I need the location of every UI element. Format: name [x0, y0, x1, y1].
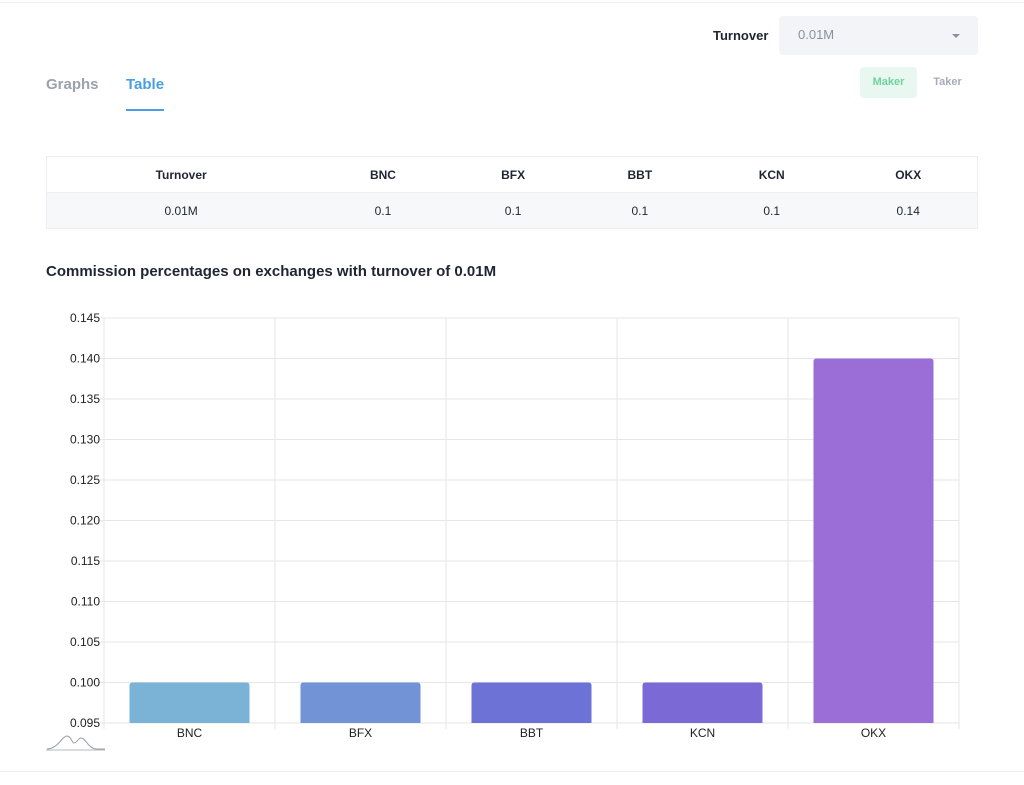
- x-tick-label: BNC: [177, 726, 203, 740]
- chevron-down-icon: [952, 34, 960, 38]
- table-cell-bbt: 0.1: [575, 192, 705, 229]
- column-header-bbt: BBT: [575, 156, 705, 193]
- tab-graphs[interactable]: Graphs: [46, 76, 99, 93]
- table-cell-turnover: 0.01M: [46, 192, 316, 229]
- turnover-select[interactable]: 0.01M: [779, 16, 978, 55]
- bar-kcn: [642, 682, 763, 723]
- column-header-bnc: BNC: [315, 156, 451, 193]
- column-header-okx: OKX: [839, 156, 979, 193]
- y-tick-label: 0.130: [70, 433, 100, 447]
- bottom-divider: [0, 771, 1024, 772]
- x-tick-label: BFX: [349, 726, 372, 740]
- x-tick-label: OKX: [861, 726, 886, 740]
- commission-table: Turnover BNC BFX BBT KCN OKX 0.01M 0.1 0…: [46, 156, 979, 229]
- column-header-bfx: BFX: [450, 156, 576, 193]
- table-cell-bfx: 0.1: [450, 192, 576, 229]
- column-header-turnover: Turnover: [46, 156, 316, 193]
- y-tick-label: 0.145: [70, 311, 100, 325]
- y-tick-label: 0.135: [70, 392, 100, 406]
- y-tick-label: 0.110: [71, 595, 100, 609]
- y-tick-label: 0.125: [70, 473, 100, 487]
- maker-toggle-button[interactable]: Maker: [860, 67, 917, 98]
- table-cell-okx: 0.14: [839, 192, 979, 229]
- table-header-row: Turnover BNC BFX BBT KCN OKX: [46, 156, 979, 193]
- chart-title: Commission percentages on exchanges with…: [46, 263, 497, 280]
- y-tick-label: 0.120: [70, 514, 100, 528]
- bar-bbt: [471, 682, 592, 723]
- y-tick-label: 0.115: [71, 554, 100, 568]
- turnover-select-value: 0.01M: [798, 27, 835, 42]
- column-header-kcn: KCN: [704, 156, 840, 193]
- table-row: 0.01M 0.1 0.1 0.1 0.1 0.14: [46, 192, 979, 229]
- commission-bar-chart: 0.095 0.100 0.105 0.110 0.115 0.120 0.125 0.130…: [46, 311, 960, 751]
- bar-okx: [813, 358, 934, 723]
- taker-toggle-button[interactable]: Taker: [933, 76, 962, 88]
- wave-logo-icon: [46, 735, 105, 750]
- top-divider: [0, 0, 1024, 3]
- tab-table[interactable]: Table: [126, 76, 165, 111]
- y-tick-label: 0.140: [70, 352, 100, 366]
- bar-bfx: [300, 682, 421, 723]
- turnover-label: Turnover: [713, 28, 769, 43]
- x-tick-label: BBT: [520, 726, 544, 740]
- x-tick-label: KCN: [690, 726, 715, 740]
- y-tick-label: 0.105: [70, 635, 100, 649]
- y-tick-label: 0.095: [70, 716, 100, 730]
- table-cell-bnc: 0.1: [315, 192, 451, 229]
- table-cell-kcn: 0.1: [704, 192, 840, 229]
- bar-bnc: [129, 682, 250, 723]
- y-tick-label: 0.100: [70, 676, 100, 690]
